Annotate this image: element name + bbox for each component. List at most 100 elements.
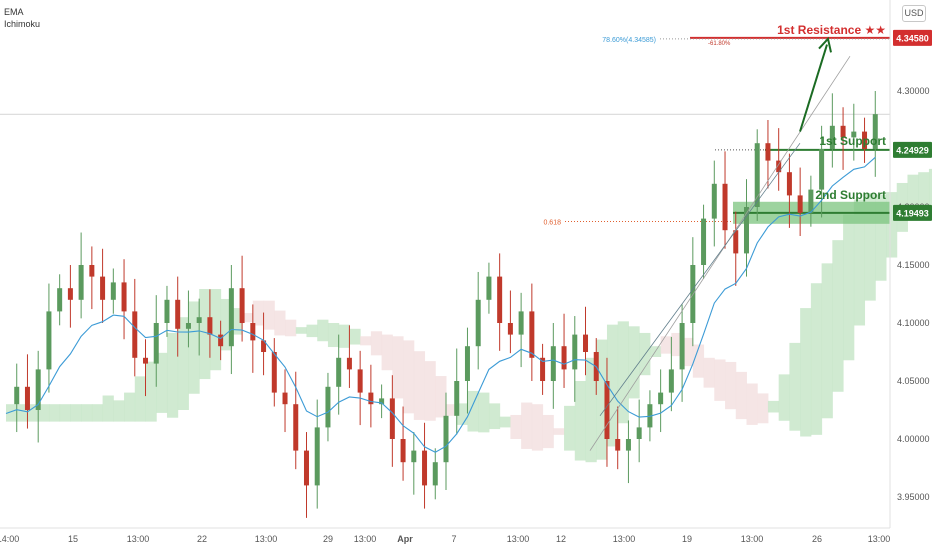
cloud-segment [134,376,147,422]
candle-body [497,276,503,323]
second-support-value: 4.19493 [896,208,929,218]
candle-body [67,288,73,300]
cloud-segment [918,172,930,211]
cloud-segment [928,168,932,212]
y-tick-label: 3.95000 [897,492,930,502]
candle-body [733,230,739,254]
cloud-segment [585,357,597,463]
cloud-segment [177,317,189,410]
candle-body [862,131,868,149]
candle-body [776,160,782,173]
cloud-segment [199,289,211,380]
cloud-segment [596,339,608,460]
candle-body [443,415,449,463]
candle-body [797,195,803,213]
candle-body [325,386,331,428]
candle-body [604,381,610,439]
x-tick-label: 13:00 [741,534,764,544]
candle-body [389,398,395,439]
cloud-segment [574,381,587,461]
cloud-segment [660,336,672,354]
candle-body [24,386,30,410]
candle-body [207,317,213,335]
cloud-segment [789,342,801,431]
cloud-segment [617,321,629,424]
fib-786-label: 78.60%(4.34585) [602,37,656,44]
candle-body [185,323,191,329]
candles [14,91,878,518]
x-tick-label: 13:00 [613,534,636,544]
resistance-tag [893,29,932,46]
y-tick-label: 4.00000 [897,434,930,444]
cloud-segment [263,300,275,330]
first-support-value: 4.24929 [896,145,929,155]
candle-body [228,288,234,347]
cloud-segment [102,395,114,422]
candle-body [121,282,127,312]
cloud-segment [682,337,694,367]
candle-body [765,143,771,161]
x-tick-label: 13:00 [507,534,530,544]
candle-body [851,131,857,138]
legend-ema[interactable]: EMA [4,7,24,17]
ichimoku-cloud [6,168,932,463]
cloud-segment [810,283,823,435]
cloud-segment [478,392,490,433]
candle-body [550,346,556,381]
cloud-segment [531,404,544,451]
cloud-segment [832,240,844,392]
y-tick-label: 4.10000 [897,318,930,328]
cloud-segment [338,324,350,348]
cloud-segment [886,192,898,258]
y-tick-label: 4.15000 [897,260,930,270]
legend-ichimoku[interactable]: Ichimoku [4,19,41,29]
cloud-segment [714,359,726,401]
x-tick-label: 26 [812,534,822,544]
y-tick-label: 4.05000 [897,376,930,386]
candle-body [35,369,41,410]
cloud-segment [327,323,340,348]
candle-body [46,311,52,370]
candle-body [400,439,406,463]
cloud-segment [91,404,104,422]
x-tick-label: 15 [68,534,78,544]
candle-body [336,357,342,387]
candle-body [701,218,707,265]
candle-body [561,346,567,370]
cloud-segment [392,336,404,399]
candle-body [250,323,256,341]
candle-body [303,450,309,486]
cloud-segment [703,357,715,388]
x-tick-label: 19 [682,534,692,544]
candle-body [872,114,878,149]
candle-body [529,311,535,358]
cloud-segment [145,361,157,422]
cloud-segment [843,214,855,361]
cloud-segment [16,404,28,422]
x-tick-label: 14:00 [0,534,19,544]
cloud-segment [725,361,737,410]
candle-body [239,288,245,323]
candle-body [475,299,481,347]
cloud-segment [875,194,887,281]
candle-body [357,369,363,393]
candle-body [540,357,546,381]
candle-body [110,282,116,300]
cloud-segment [370,331,383,356]
cloud-segment [38,404,50,422]
currency-button[interactable]: USD [902,5,926,22]
candle-body [722,183,728,231]
cloud-segment [907,174,919,217]
cloud-segment [746,383,758,425]
cloud-segment [553,428,565,435]
x-tick-label: 13:00 [868,534,891,544]
cloud-segment [360,336,372,346]
y-tick-label: 4.30000 [897,86,930,96]
cloud-segment [231,308,243,335]
cloud-segment [381,334,393,371]
cloud-segment [209,289,222,371]
candle-body [615,439,621,451]
